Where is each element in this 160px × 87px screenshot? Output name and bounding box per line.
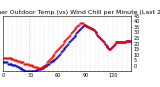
Title: Milwaukee Weather Outdoor Temp (vs) Wind Chill per Minute (Last 24 Hours): Milwaukee Weather Outdoor Temp (vs) Wind… (0, 10, 160, 15)
